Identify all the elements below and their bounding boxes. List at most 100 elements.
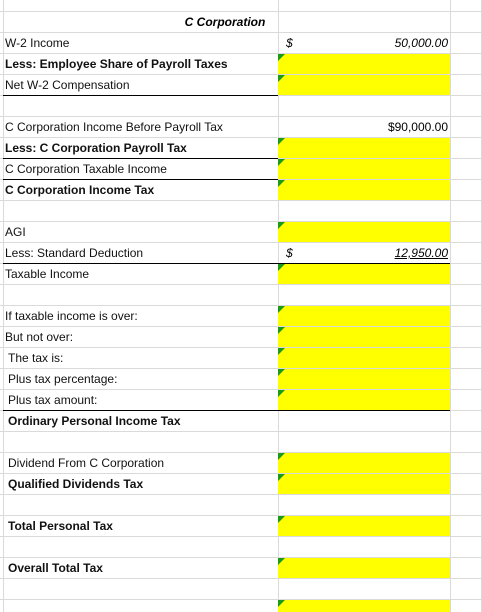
value-cell [278,411,450,431]
grid-row [0,285,482,306]
table-row: W-2 Income $50,000.00 [0,33,482,54]
cell-marker [278,600,285,607]
row-label: Net W-2 Compensation [5,78,130,92]
cell-marker [278,453,285,460]
grid-row [0,96,482,117]
cell-marker [278,327,285,334]
value-cell [278,600,450,612]
value-cell [278,264,450,284]
cell-marker [278,159,285,166]
cell-marker [278,138,285,145]
value-cell [278,453,450,473]
table-row: C Corporation Income Before Payroll Tax $… [0,117,482,138]
border-rule [3,179,278,180]
row-label: Dividend From C Corporation [8,456,165,470]
sheet-title: C Corporation [184,15,266,29]
grid-row [0,411,482,432]
table-row: Taxable Income [0,264,482,285]
row-label: AGI [5,225,26,239]
cell-marker [278,264,285,271]
value-cell [278,327,450,347]
value-cell [278,159,450,179]
value-cell [278,369,450,389]
border-rule [3,263,450,264]
amount: 50,000.00 [394,36,448,50]
table-row: The tax is: [0,348,482,369]
row-label: W-2 Income [5,36,70,50]
row-label: If taxable income is over: [5,309,138,323]
value-cell [278,222,450,242]
grid-row [0,432,482,453]
border-rule [3,95,278,96]
grid-row [0,474,482,495]
grid-row [0,327,482,348]
row-label: Plus tax percentage: [8,372,118,386]
table-row: Less: Employee Share of Payroll Taxes [0,54,482,75]
grid-column [450,0,451,612]
cell-marker [278,348,285,355]
table-row: Dividend From C Corporation [0,453,482,474]
grid-column [3,0,4,612]
table-row: If taxable income is over: [0,306,482,327]
currency-symbol: $ [286,246,293,260]
row-label: Ordinary Personal Income Tax [8,414,181,428]
cell-marker [278,474,285,481]
table-row: Plus tax amount: [0,390,482,411]
amount: 12,950.00 [394,246,448,260]
grid-row [0,222,482,243]
table-row: Less: C Corporation Payroll Tax [0,138,482,159]
grid-row [0,0,482,12]
value-cell [278,138,450,158]
row-label: C Corporation Taxable Income [5,162,167,176]
row-label: Plus tax amount: [8,393,98,407]
grid-row [0,369,482,390]
row-label: But not over: [5,330,74,344]
grid-row [0,558,482,579]
cell-marker [278,516,285,523]
value-cell [278,390,450,410]
row-label: C Corporation Income Before Payroll Tax [5,120,223,134]
row-label: Qualified Dividends Tax [8,477,144,491]
cell-marker [278,558,285,565]
grid-row [0,579,482,600]
value-cell [278,348,450,368]
value-cell [278,516,450,536]
grid-row [0,201,482,222]
grid-row [0,180,482,201]
grid-row [0,264,482,285]
row-label: Less: Employee Share of Payroll Taxes [5,57,228,71]
table-row: Less: Standard Deduction $12,950.00 [0,243,482,264]
cell-marker [278,222,285,229]
cell-marker [278,75,285,82]
cell-marker [278,54,285,61]
grid-row [0,516,482,537]
row-label: Total Personal Tax [8,519,113,533]
row-label: The tax is: [8,351,64,365]
table-row: Qualified Dividends Tax [0,474,482,495]
grid-row [0,54,482,75]
grid-row [0,117,482,138]
value-cell [278,54,450,74]
amount: $90,000.00 [387,120,448,134]
border-rule [3,158,278,159]
value-cell [278,306,450,326]
table-row: Net W-2 Compensation [0,75,482,96]
table-row: AGI [0,222,482,243]
grid-row [0,12,482,33]
table-row: Ordinary Personal Income Tax [0,411,482,432]
cell-marker [278,369,285,376]
row-label: Less: Standard Deduction [5,246,144,260]
table-row: C Corporation Taxable Income [0,159,482,180]
table-row: Plus tax percentage: [0,369,482,390]
grid-row [0,33,482,54]
grid-row [0,348,482,369]
row-label: C Corporation Income Tax [5,183,155,197]
table-row: But not over: [0,327,482,348]
cell-marker [278,180,285,187]
grid-row [0,306,482,327]
cell-marker [278,306,285,313]
grid-row [0,453,482,474]
grid-row [0,537,482,558]
value-cell [278,558,450,578]
